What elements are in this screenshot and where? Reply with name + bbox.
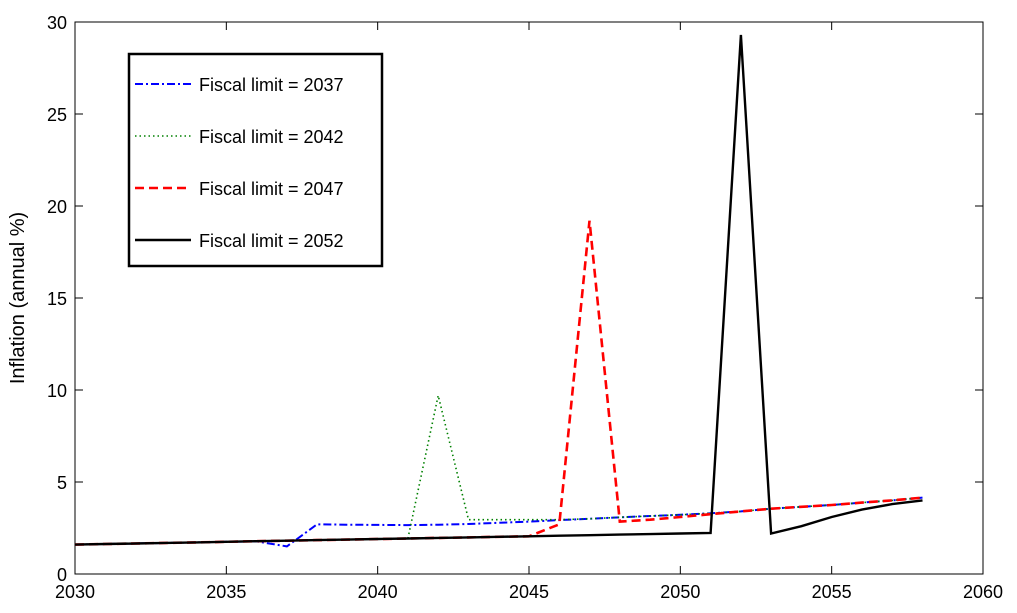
- x-tick-label: 2040: [358, 582, 398, 602]
- legend-label: Fiscal limit = 2047: [199, 179, 344, 199]
- x-tick-label: 2055: [812, 582, 852, 602]
- legend-box: [127, 52, 384, 268]
- x-tick-label: 2045: [509, 582, 549, 602]
- legend-label: Fiscal limit = 2037: [199, 75, 344, 95]
- legend: Fiscal limit = 2037 Fiscal limit = 2042 Fi…: [127, 52, 384, 268]
- x-tick-label: 2030: [55, 582, 95, 602]
- x-tick-label: 2035: [206, 582, 246, 602]
- y-tick-label: 30: [47, 13, 67, 33]
- y-tick-label: 10: [47, 381, 67, 401]
- axes-layer: 2030 2035 2040 2045 2050 2055 2060 0 5 10 15 20 25 30: [47, 13, 1003, 602]
- y-tick-label: 15: [47, 289, 67, 309]
- series-line-1: [74, 496, 923, 548]
- series-line-4: [74, 34, 923, 546]
- x-tick-label: 2050: [660, 582, 700, 602]
- y-axis-label: Inflation (annual %): [7, 212, 29, 384]
- y-tick-label: 25: [47, 105, 67, 125]
- legend-label: Fiscal limit = 2042: [199, 127, 344, 147]
- legend-label: Fiscal limit = 2052: [199, 231, 344, 251]
- y-tick-label: 5: [57, 473, 67, 493]
- series-layer: [74, 34, 923, 548]
- y-tick-label: 0: [57, 565, 67, 585]
- y-tick-label: 20: [47, 197, 67, 217]
- series-line-2: [74, 395, 923, 546]
- series-line-3: [74, 220, 923, 546]
- x-tick-label: 2060: [963, 582, 1003, 602]
